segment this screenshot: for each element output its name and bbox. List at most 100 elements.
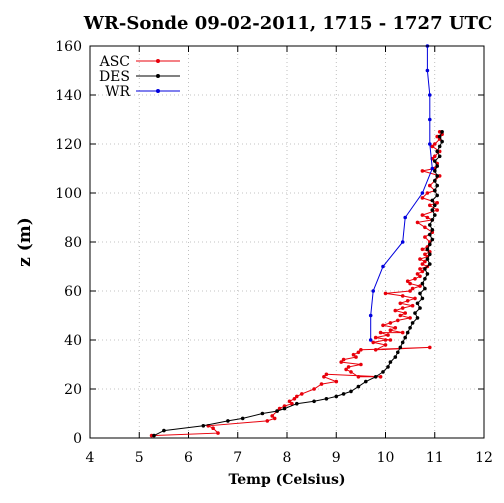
data-point-asc [420,247,425,252]
data-point-asc [287,399,292,404]
data-point-asc [300,392,304,396]
x-tick-label: 10 [377,450,395,466]
x-tick-label: 9 [332,450,341,466]
data-point-des [356,384,361,389]
y-tick-label: 160 [55,39,82,55]
data-point-wr [428,93,432,97]
data-point-asc [418,274,422,279]
data-point-des [437,134,442,139]
data-point-asc [398,313,403,318]
data-point-asc [292,397,297,401]
data-point-des [430,228,435,232]
data-point-asc [290,401,294,406]
legend: ASC DES WR [99,54,180,100]
data-point-des [398,345,403,350]
data-point-des [400,340,405,345]
data-point-asc [349,370,353,374]
data-point-wr [400,240,405,244]
data-point-des [433,159,437,163]
y-tick-label: 80 [64,235,82,251]
data-point-des [201,424,206,428]
data-point-asc [418,284,422,288]
data-point-asc [270,414,275,418]
data-point-des [425,257,430,261]
data-point-asc [351,352,356,357]
series-layer [149,44,444,438]
data-point-des [425,272,430,276]
data-point-asc [216,431,220,435]
data-point-asc [324,372,329,377]
data-point-des [433,188,437,193]
data-point-asc [437,174,442,178]
data-point-asc [408,289,412,293]
chart-title: WR-Sonde 09-02-2011, 1715 - 1727 UTC [83,13,493,34]
data-point-asc [405,299,410,303]
data-point-des [428,223,432,227]
data-point-asc [386,333,390,337]
data-point-asc [423,235,427,239]
data-point-des [418,306,422,310]
data-point-des [260,411,265,416]
data-point-asc [435,201,440,205]
data-point-des [428,242,432,247]
x-tick-label: 5 [135,450,144,466]
y-tick-label: 60 [64,284,82,300]
data-point-asc [418,267,422,271]
data-point-des [282,406,287,411]
data-point-asc [418,257,422,261]
data-point-des [430,198,435,203]
data-point-des [410,321,415,325]
data-point-des [349,389,353,394]
data-point-des [413,311,417,315]
y-tick-label: 0 [73,431,82,447]
data-point-asc [420,269,425,274]
data-point-asc [425,215,430,220]
x-tick-label: 7 [233,450,242,466]
data-point-asc [383,338,388,342]
data-point-des [433,179,437,183]
data-point-des [423,267,427,271]
data-point-des [403,335,408,340]
data-point-asc [415,272,420,276]
data-point-asc [388,321,393,325]
data-point-des [428,232,432,237]
data-point-des [408,326,412,330]
legend-label-asc: ASC [99,54,130,70]
data-point-des [420,281,425,286]
data-point-asc [413,296,417,301]
data-point-asc [413,277,417,281]
x-tick-label: 4 [86,450,95,466]
data-point-asc [437,149,442,154]
data-point-asc [423,225,427,230]
data-point-asc [388,328,393,333]
data-point-asc [211,426,215,431]
data-point-asc [282,404,287,408]
data-point-asc [341,357,346,362]
x-tick-label: 6 [184,450,193,466]
data-point-des [373,375,378,379]
data-point-des [393,355,398,359]
data-point-des [388,360,393,364]
data-point-asc [420,262,425,266]
data-point-asc [393,326,398,330]
data-point-asc [405,279,410,284]
data-point-des [428,252,432,257]
y-tick-label: 20 [64,382,82,398]
data-point-asc [319,382,324,386]
data-point-asc [344,367,348,372]
data-point-asc [435,208,440,212]
x-tick-label: 12 [475,450,493,466]
data-point-des [396,350,400,355]
data-point-asc [403,311,408,315]
legend-marker-asc [156,59,160,63]
data-point-asc [420,213,425,217]
data-point-des [440,139,444,144]
y-tick-label: 100 [55,186,82,202]
data-point-asc [410,286,415,291]
data-point-des [341,392,346,396]
data-point-des [430,218,435,222]
data-point-des [437,154,442,159]
data-point-wr [428,117,432,122]
legend-label-des: DES [99,69,130,85]
